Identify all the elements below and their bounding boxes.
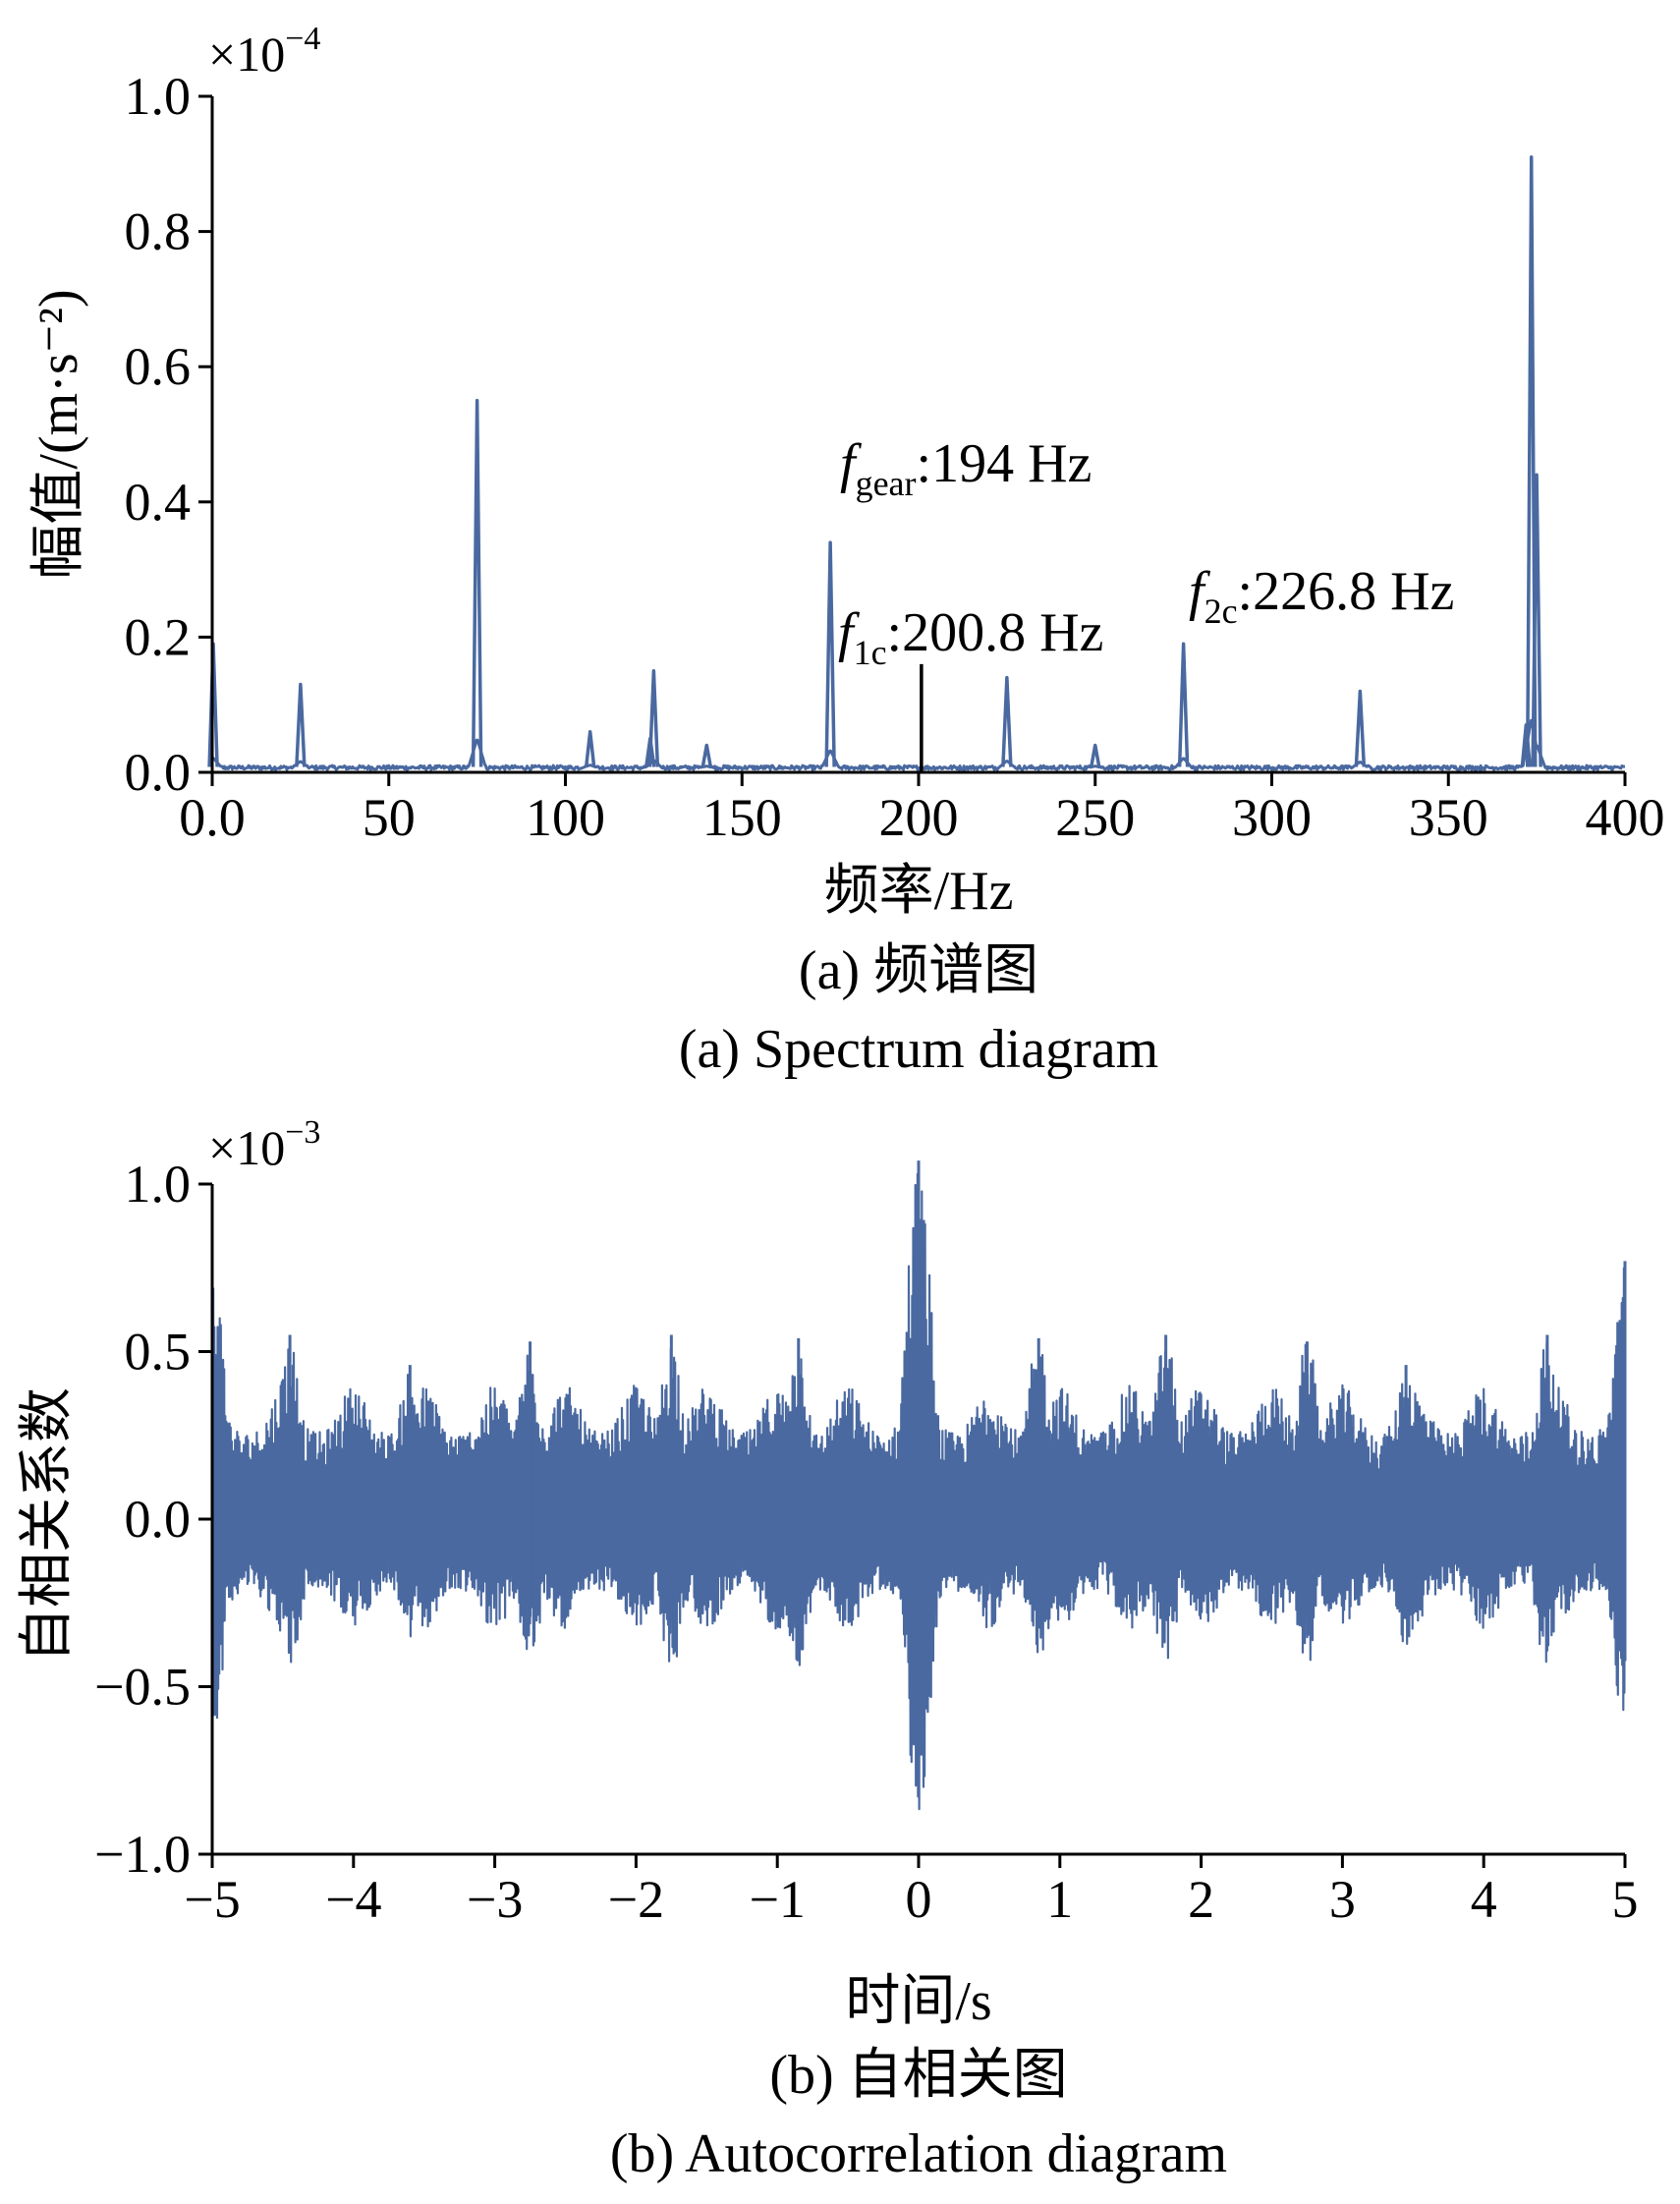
autocorr-y-tick-label: 1.0 bbox=[125, 1155, 192, 1214]
autocorr-y-tick-label: 0.5 bbox=[125, 1323, 192, 1382]
spectrum-y-label: 幅值/(m·s⁻²) bbox=[28, 289, 89, 579]
spectrum-series bbox=[207, 155, 1626, 771]
spectrum-peak bbox=[1177, 642, 1190, 767]
spectrum-x-tick-label: 0.0 bbox=[179, 788, 246, 847]
autocorr-x-tick-label: 2 bbox=[1188, 1870, 1214, 1929]
spectrum-x-tick-label: 150 bbox=[702, 788, 782, 847]
annotation-f-1c: f1c:200.8 Hz bbox=[838, 602, 1103, 672]
autocorr-y-tick-label: −1.0 bbox=[94, 1825, 191, 1884]
spectrum-peak bbox=[1001, 675, 1013, 767]
autocorr-y-label: 自相关系数 bbox=[17, 1387, 78, 1663]
autocorr-x-tick-label: 3 bbox=[1329, 1870, 1356, 1929]
annotation-f-2c: f2c:226.8 Hz bbox=[1189, 561, 1454, 631]
autocorr-x-tick-label: −1 bbox=[749, 1870, 805, 1929]
spectrum-y-tick-label: 0.4 bbox=[125, 473, 192, 532]
spectrum-caption-cn: (a) 频谱图 bbox=[799, 940, 1038, 1001]
autocorr-x-tick-label: −4 bbox=[325, 1870, 381, 1929]
spectrum-peak bbox=[295, 682, 307, 767]
autocorr-y-tick-label: 0.0 bbox=[125, 1490, 192, 1549]
spectrum-peak bbox=[824, 540, 836, 767]
spectrum-x-tick-label: 250 bbox=[1055, 788, 1135, 847]
autocorr-y-multiplier: ×10−3 bbox=[208, 1114, 320, 1175]
spectrum-y-tick-label: 1.0 bbox=[125, 67, 192, 126]
spectrum-noise-floor bbox=[210, 718, 1626, 771]
spectrum-x-tick-label: 300 bbox=[1232, 788, 1312, 847]
autocorrelation-panel: ×10−3 −5 −4 −3 −2 −1 0 1 2 3 4 5 −1.0 −0.5 0.0 0.5 1.0… bbox=[17, 1114, 1639, 2184]
spectrum-y-ticks: 0.0 0.2 0.4 0.6 0.8 1.0 bbox=[125, 67, 212, 802]
spectrum-x-tick-label: 350 bbox=[1409, 788, 1488, 847]
spectrum-panel: ×10−4 0.0 50 100 150 200 250 300 350 400 0.00.20… bbox=[28, 21, 1665, 1080]
spectrum-x-label: 频率/Hz bbox=[824, 861, 1014, 922]
autocorr-caption-en: (b) Autocorrelation diagram bbox=[610, 2123, 1227, 2184]
autocorr-x-ticks: −5 −4 −3 −2 −1 0 1 2 3 4 5 bbox=[184, 1854, 1639, 1929]
spectrum-y-tick-label: 0.2 bbox=[125, 607, 192, 666]
spectrum-x-tick-label: 200 bbox=[879, 788, 959, 847]
spectrum-caption-en: (a) Spectrum diagram bbox=[679, 1019, 1158, 1080]
annotation-f-gear: fgear:194 Hz bbox=[840, 433, 1092, 503]
spectrum-peak bbox=[1354, 689, 1367, 767]
autocorrelation-series bbox=[210, 1160, 1627, 1811]
autocorr-x-tick-label: 4 bbox=[1471, 1870, 1497, 1929]
spectrum-peak bbox=[1090, 743, 1101, 767]
spectrum-peak bbox=[700, 743, 713, 767]
autocorr-x-tick-label: −2 bbox=[608, 1870, 664, 1929]
spectrum-peak bbox=[584, 729, 596, 767]
spectrum-y-tick-label: 0.8 bbox=[125, 202, 192, 261]
autocorr-y-tick-label: −0.5 bbox=[94, 1658, 191, 1717]
autocorr-x-tick-label: −3 bbox=[467, 1870, 523, 1929]
autocorr-x-tick-label: 0 bbox=[906, 1870, 932, 1929]
spectrum-y-multiplier: ×10−4 bbox=[208, 21, 320, 82]
spectrum-y-tick-label: 0.6 bbox=[125, 337, 192, 396]
autocorr-x-tick-label: 1 bbox=[1046, 1870, 1073, 1929]
spectrum-x-tick-label: 100 bbox=[526, 788, 605, 847]
spectrum-x-tick-label: 400 bbox=[1586, 788, 1665, 847]
autocorr-caption-cn: (b) 自相关图 bbox=[769, 2045, 1067, 2106]
autocorr-y-ticks: −1.0 −0.5 0.0 0.5 1.0 bbox=[94, 1155, 212, 1884]
autocorr-x-tick-label: 5 bbox=[1612, 1870, 1639, 1929]
autocorr-x-label: 时间/s bbox=[845, 1971, 991, 2032]
spectrum-peak bbox=[647, 669, 660, 767]
spectrum-x-ticks: 0.0 50 100 150 200 250 300 350 400 bbox=[179, 772, 1665, 847]
spectrum-y-tick-label: 0.0 bbox=[125, 743, 192, 802]
spectrum-x-tick-label: 50 bbox=[363, 788, 416, 847]
spectrum-peak bbox=[1531, 473, 1542, 767]
autocorr-x-tick-label: −5 bbox=[184, 1870, 240, 1929]
spectrum-peak bbox=[471, 398, 483, 767]
